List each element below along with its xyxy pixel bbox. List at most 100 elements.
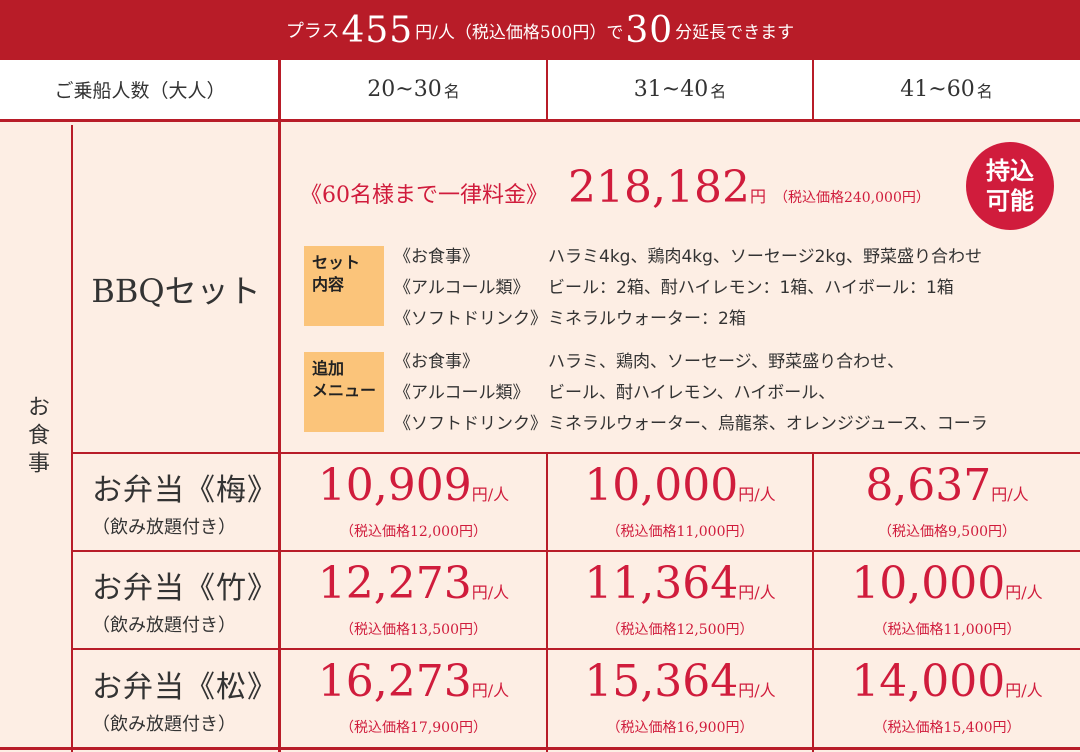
price-unit: 円/人 (1005, 681, 1043, 700)
bbq-price: 218,182 (568, 162, 750, 213)
header-col-2-unit: 名 (710, 81, 727, 101)
price-value: 10,000 (851, 557, 1006, 609)
section-label-text: お食事 (24, 394, 49, 479)
price-tax: （税込価格11,000円） (873, 621, 1021, 638)
banner-post: 分延長できます (675, 22, 795, 43)
price-value: 11,364 (584, 557, 739, 609)
extra-category: 《ソフトドリンク》 (394, 414, 547, 434)
divider (72, 550, 1080, 552)
set-category: 《お食事》 (394, 247, 479, 267)
divider (72, 452, 1080, 454)
set-item: ミネラルウォーター：2箱 (548, 309, 746, 329)
price-unit: 円/人 (471, 582, 510, 602)
extra-items: ハラミ、鶏肉、ソーセージ、野菜盛り合わせ、 ビール、酎ハイレモン、ハイボール、 … (548, 347, 988, 440)
price-value: 12,273 (317, 557, 472, 609)
divider (0, 747, 1080, 750)
price-tax: （税込価格12,000円） (340, 523, 487, 540)
price-unit: 円/人 (471, 681, 510, 700)
extra-category: 《アルコール類》 (394, 383, 530, 403)
price-tax: （税込価格15,400円） (873, 720, 1021, 736)
divider (812, 453, 814, 752)
price-unit: 円/人 (1005, 582, 1043, 602)
price-unit: 円/人 (738, 484, 776, 504)
bbq-price-unit: 円 (749, 187, 766, 206)
price-tax: （税込価格17,900円） (340, 720, 487, 736)
price-cell: 12,273円/人 （税込価格13,500円） (281, 552, 546, 648)
banner-per: 円/人（税込価格500円）で (415, 22, 624, 43)
row-title: お弁当《竹》 (92, 571, 278, 606)
price-cell: 15,364円/人 （税込価格16,900円） (548, 650, 812, 747)
header-col-1-range: 20~30 (367, 77, 442, 102)
bbq-tax: （税込価格240,000円） (773, 190, 930, 206)
divider (546, 453, 548, 752)
extra-item: ハラミ、鶏肉、ソーセージ、野菜盛り合わせ、 (548, 352, 905, 372)
badge-line-2: 可能 (986, 187, 1034, 215)
row-subtitle: （飲み放題付き） (92, 615, 236, 636)
divider (71, 125, 73, 752)
price-cell: 10,000円/人 （税込価格11,000円） (814, 552, 1080, 648)
header-col-3-unit: 名 (976, 81, 993, 101)
header-col-1-unit: 名 (443, 81, 460, 101)
set-items: ハラミ4kg、鶏肉4kg、ソーセージ2kg、野菜盛り合わせ ビール：2箱、酎ハイ… (548, 242, 982, 335)
price-tax: （税込価格13,500円） (340, 621, 487, 638)
price-tax: （税込価格16,900円） (606, 720, 754, 736)
price-value: 8,637 (865, 459, 992, 511)
extra-item: ミネラルウォーター、烏龍茶、オレンジジュース、コーラ (548, 414, 988, 434)
header-col-3-range: 41~60 (900, 77, 975, 102)
set-category: 《アルコール類》 (394, 278, 530, 298)
price-unit: 円/人 (738, 582, 776, 602)
bbq-flat-price: 《60名様まで一律料金》 218,182 円 （税込価格240,000円） (300, 162, 930, 213)
banner-pre: プラス (285, 21, 340, 42)
divider (278, 60, 281, 752)
divider (546, 60, 548, 122)
header-col-3: 41~60 名 (813, 60, 1080, 122)
price-unit: 円/人 (471, 484, 510, 504)
set-tag-line-2: 内容 (312, 275, 345, 294)
price-unit: 円/人 (738, 681, 776, 700)
row-title: お弁当《松》 (92, 669, 278, 705)
extra-tag-line-1: 追加 (312, 359, 345, 378)
set-category: 《ソフトドリンク》 (394, 309, 547, 329)
price-cell: 16,273円/人 （税込価格17,900円） (281, 650, 546, 747)
section-label: お食事 (0, 125, 72, 748)
set-tag-line-1: セット (312, 253, 361, 272)
price-value: 10,909 (317, 459, 472, 511)
header-col-2-range: 31~40 (633, 77, 709, 102)
extension-banner: プラス 455 円/人（税込価格500円）で 30 分延長できます (0, 0, 1080, 60)
divider (72, 648, 1080, 650)
set-item: ビール：2箱、酎ハイレモン：1箱、ハイボール：1箱 (548, 278, 954, 298)
row-subtitle: （飲み放題付き） (92, 713, 236, 735)
price-unit: 円/人 (991, 484, 1029, 504)
price-cell: 10,909円/人 （税込価格12,000円） (281, 454, 546, 550)
price-tax: （税込価格11,000円） (606, 523, 754, 540)
bbq-flat-label: 《60名様まで一律料金》 (300, 183, 548, 208)
row-label-take: お弁当《竹》 （飲み放題付き） (72, 552, 280, 648)
price-cell: 14,000円/人 （税込価格15,400円） (814, 650, 1080, 747)
set-contents-tag: セット 内容 (304, 246, 384, 326)
bbq-title: BBQセット (91, 272, 261, 310)
bring-in-ok-badge: 持込 可能 (966, 142, 1054, 230)
extra-categories: 《お食事》 《アルコール類》 《ソフトドリンク》 (394, 347, 547, 440)
price-tax: （税込価格9,500円） (877, 523, 1017, 540)
row-subtitle: （飲み放題付き） (92, 517, 236, 538)
extra-category: 《お食事》 (394, 352, 479, 372)
extra-item: ビール、酎ハイレモン、ハイボール、 (548, 383, 836, 403)
set-categories: 《お食事》 《アルコール類》 《ソフトドリンク》 (394, 242, 547, 335)
row-title: お弁当《梅》 (92, 473, 278, 508)
header-label-text: ご乗船人数（大人） (54, 80, 226, 102)
header-label: ご乗船人数（大人） (0, 60, 280, 122)
set-item: ハラミ4kg、鶏肉4kg、ソーセージ2kg、野菜盛り合わせ (548, 247, 983, 267)
badge-line-1: 持込 (986, 157, 1034, 185)
divider (812, 60, 814, 122)
price-tax: （税込価格12,500円） (606, 621, 754, 638)
header-col-1: 20~30 名 (280, 60, 547, 122)
price-value: 14,000 (851, 656, 1006, 707)
price-value: 15,364 (584, 656, 739, 707)
price-value: 16,273 (317, 656, 472, 707)
price-cell: 11,364円/人 （税込価格12,500円） (548, 552, 812, 648)
banner-amount: 455 (341, 9, 414, 51)
row-label-matsu: お弁当《松》 （飲み放題付き） (72, 650, 280, 747)
row-label-ume: お弁当《梅》 （飲み放題付き） (72, 454, 280, 550)
price-cell: 10,000円/人 （税込価格11,000円） (548, 454, 812, 550)
